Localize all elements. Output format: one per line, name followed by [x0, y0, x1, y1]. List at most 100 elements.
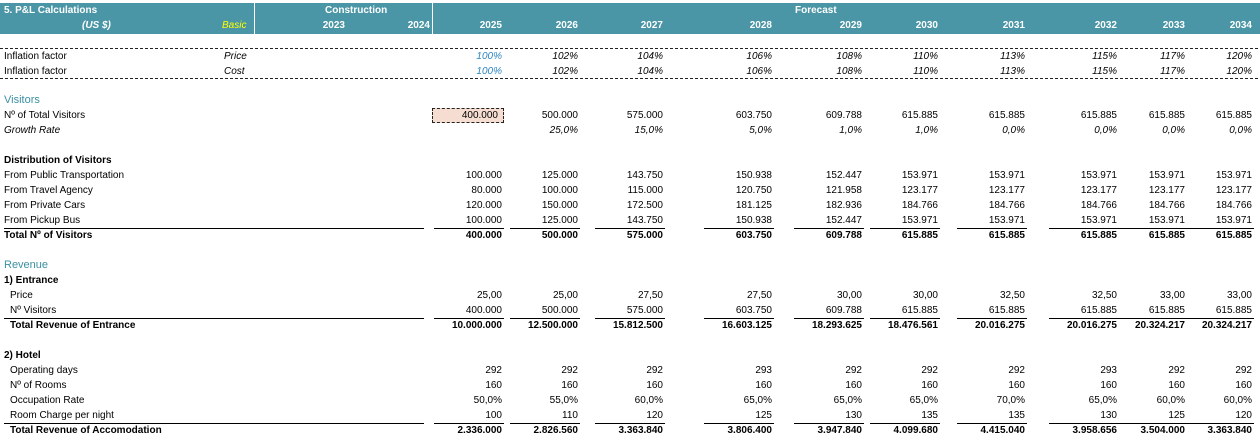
hotel-value-2029: 292 — [845, 365, 862, 376]
hotel-value-2027: 292 — [646, 365, 663, 376]
growth-rate-value-2027: 15,0% — [634, 125, 663, 136]
entrance-total-value-2034: 20.324.217 — [1201, 320, 1252, 331]
growth-rate-value-2033: 0,0% — [1162, 125, 1185, 136]
total-rule-cell — [1184, 228, 1254, 229]
entrance-value-2026: 25,00 — [552, 290, 578, 301]
hotel-total-value-2028: 3.806.400 — [727, 425, 773, 436]
distribution-value-2031: 123.177 — [988, 185, 1025, 196]
entrance-value-2029: 30,00 — [836, 290, 862, 301]
distribution-value-2032: 184.766 — [1080, 200, 1117, 211]
total-rule-cell — [957, 228, 1027, 229]
entrance-value-2034: 33,00 — [1226, 290, 1252, 301]
inflation-value-2026: 102% — [552, 66, 578, 77]
hotel-value-2027: 160 — [646, 380, 663, 391]
distribution-value-2034: 123.177 — [1215, 185, 1252, 196]
hotel-value-2029: 130 — [845, 410, 862, 421]
year-header-2034: 2034 — [1229, 20, 1252, 31]
hotel-value-2025: 292 — [485, 365, 502, 376]
total-rule-cell — [434, 228, 504, 229]
total-visitors-value-2026: 500.000 — [541, 110, 578, 121]
hotel-value-2029: 65,0% — [833, 395, 862, 406]
hotel-value-2033: 125 — [1168, 410, 1185, 421]
growth-rate-value-2031: 0,0% — [1002, 125, 1025, 136]
distribution-total-row: Total Nº of Visitors 400.000 500.000 575.00… — [0, 228, 1260, 243]
year-header-2024: 2024 — [407, 20, 430, 31]
hotel-total-row: Total Revenue of Accomodation 2.336.000 2.… — [0, 423, 1260, 438]
total-rule-cell — [434, 318, 504, 319]
entrance-value-2032: 615.885 — [1080, 305, 1117, 316]
entrance-value-2028: 27,50 — [746, 290, 772, 301]
total-visitors-label: Nº of Total Visitors — [4, 110, 86, 121]
hotel-value-2031: 135 — [1008, 410, 1025, 421]
hotel-value-2028: 160 — [755, 380, 772, 391]
entrance-total-row: Total Revenue of Entrance 10.000.000 12.50… — [0, 318, 1260, 333]
distribution-value-2028: 120.750 — [735, 185, 772, 196]
total-visitors-value-2025[interactable]: 400.000 — [461, 110, 498, 121]
inflation-value-2027: 104% — [637, 66, 663, 77]
distribution-row: From Pickup Bus 100.000 125.000 143.750 150.… — [0, 213, 1260, 228]
distribution-value-2031: 153.971 — [988, 170, 1025, 181]
entrance-value-2032: 32,50 — [1091, 290, 1117, 301]
growth-rate-label: Growth Rate — [4, 125, 61, 136]
inflation-value-2027: 104% — [637, 51, 663, 62]
visitors-section-title: Visitors — [4, 94, 40, 106]
distribution-value-2034: 153.971 — [1215, 170, 1252, 181]
distribution-title: Distribution of Visitors — [4, 155, 112, 166]
inflation-value-2029: 108% — [836, 51, 862, 62]
year-header-2023: 2023 — [322, 20, 345, 31]
hotel-value-2026: 292 — [561, 365, 578, 376]
hotel-value-2032: 293 — [1100, 365, 1117, 376]
hotel-total-value-2034: 3.363.840 — [1207, 425, 1253, 436]
year-header-2027: 2027 — [640, 20, 663, 31]
divider-top — [0, 48, 1258, 49]
year-header-2030: 2030 — [915, 20, 938, 31]
distribution-value-2026: 125.000 — [541, 215, 578, 226]
inflation-value-2025: 100% — [476, 66, 502, 77]
hotel-row-label: Nº of Rooms — [10, 380, 67, 391]
distribution-value-2032: 153.971 — [1080, 215, 1117, 226]
distribution-total-value-2031: 615.885 — [988, 230, 1025, 241]
total-rule-cell — [957, 423, 1027, 424]
inflation-value-2026: 102% — [552, 51, 578, 62]
growth-rate-value-2026: 25,0% — [549, 125, 578, 136]
hotel-value-2031: 292 — [1008, 365, 1025, 376]
entrance-value-2031: 615.885 — [988, 305, 1025, 316]
distribution-value-2030: 153.971 — [901, 215, 938, 226]
hotel-value-2031: 70,0% — [996, 395, 1025, 406]
hotel-total-value-2029: 3.947.840 — [817, 425, 863, 436]
growth-rate-value-2034: 0,0% — [1229, 125, 1252, 136]
distribution-value-2026: 125.000 — [541, 170, 578, 181]
distribution-total-value-2032: 615.885 — [1080, 230, 1117, 241]
hotel-total-value-2032: 3.958.656 — [1072, 425, 1118, 436]
entrance-row-label: Nº Visitors — [10, 305, 57, 316]
inflation-value-2028: 106% — [746, 51, 772, 62]
total-visitors-value-2031: 615.885 — [988, 110, 1025, 121]
distribution-row: From Travel Agency 80.000 100.000 115.000 12… — [0, 183, 1260, 198]
hotel-value-2033: 60,0% — [1156, 395, 1185, 406]
scenario-label[interactable]: Basic — [222, 20, 247, 31]
inflation-row: Inflation factor Price 100% 102% 104% 106% 108… — [0, 49, 1260, 64]
inflation-value-2028: 106% — [746, 66, 772, 77]
distribution-total-value-2025: 400.000 — [465, 230, 502, 241]
hotel-row-label: Occupation Rate — [10, 395, 85, 406]
distribution-value-2025: 100.000 — [465, 170, 502, 181]
hotel-value-2032: 160 — [1100, 380, 1117, 391]
hotel-value-2026: 55,0% — [549, 395, 578, 406]
entrance-total-value-2031: 20.016.275 — [974, 320, 1025, 331]
total-rule-cell — [510, 228, 580, 229]
distribution-value-2032: 153.971 — [1080, 170, 1117, 181]
hotel-value-2027: 60,0% — [634, 395, 663, 406]
total-visitors-input-cell[interactable] — [432, 108, 504, 123]
hotel-value-2032: 65,0% — [1088, 395, 1117, 406]
hotel-value-2034: 160 — [1235, 380, 1252, 391]
total-rule-cell — [434, 423, 504, 424]
hotel-total-value-2030: 4.099.680 — [893, 425, 939, 436]
total-rule-cell — [870, 423, 940, 424]
entrance-total-value-2032: 20.016.275 — [1066, 320, 1117, 331]
distribution-value-2028: 181.125 — [735, 200, 772, 211]
hotel-value-2031: 160 — [1008, 380, 1025, 391]
hotel-value-2030: 65,0% — [909, 395, 938, 406]
construction-header: Construction — [325, 5, 388, 16]
distribution-total-value-2029: 609.788 — [825, 230, 862, 241]
hotel-value-2033: 292 — [1168, 365, 1185, 376]
